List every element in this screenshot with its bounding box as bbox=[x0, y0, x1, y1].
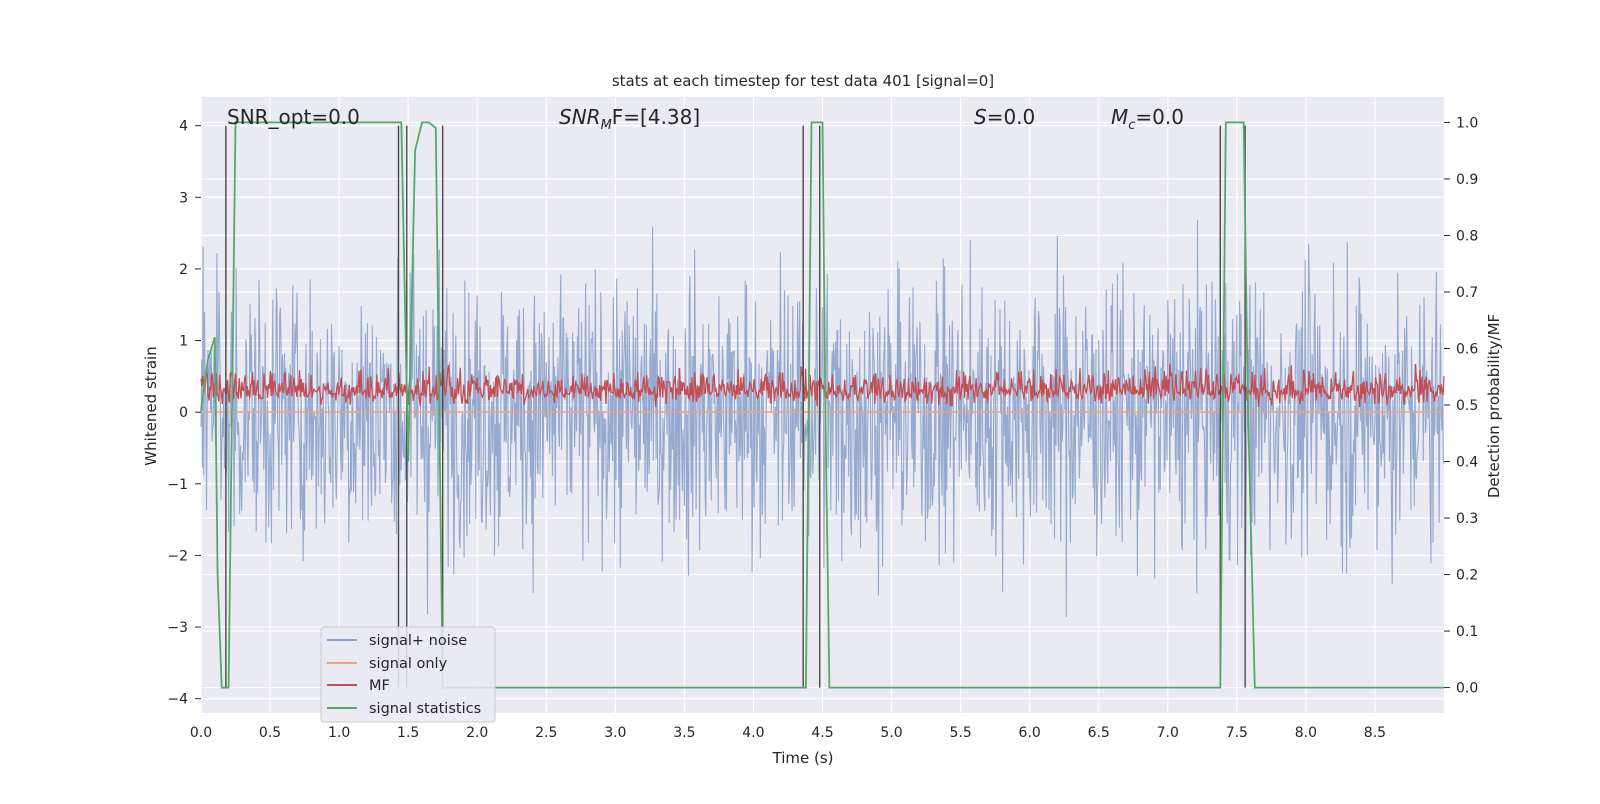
legend-label-signal-only: signal only bbox=[369, 656, 448, 672]
y-axis-right-label: Detection probability/MF bbox=[1485, 314, 1503, 498]
x-tick-label: 5.0 bbox=[880, 725, 902, 741]
legend-label-mf: MF bbox=[369, 678, 390, 694]
y-right-tick-label: 0.9 bbox=[1456, 172, 1478, 188]
x-tick-label: 3.0 bbox=[604, 725, 626, 741]
annotation-snr-opt: SNR_opt=0.0 bbox=[227, 105, 360, 129]
y-left-tick-label: 4 bbox=[179, 119, 188, 135]
annotation-snr-mf-sub: M bbox=[601, 118, 612, 133]
x-tick-label: 1.5 bbox=[397, 725, 419, 741]
mf-line bbox=[200, 363, 1445, 408]
x-tick-label: 4.0 bbox=[742, 725, 764, 741]
y-left-tick-label: −2 bbox=[167, 548, 188, 564]
annotation-mc-base: M bbox=[1111, 105, 1128, 129]
y-right-tick-label: 1.0 bbox=[1456, 115, 1478, 131]
x-tick-label: 5.5 bbox=[949, 725, 971, 741]
y-left-tick-label: 0 bbox=[179, 405, 188, 421]
legend-box bbox=[320, 626, 496, 723]
chart-title: stats at each timestep for test data 401… bbox=[612, 72, 994, 90]
y-axis-right-ticks: 0.0 0.1 0.2 0.3 0.4 0.5 0.6 0.7 0.8 0.9 1.0 bbox=[1444, 115, 1478, 697]
x-axis-ticks: 0.0 0.5 1.0 1.5 2.0 2.5 3.0 3.5 4.0 4.5 5.0 5.5 6.0 6… bbox=[190, 725, 1386, 741]
annotation-mc-tail: =0.0 bbox=[1135, 105, 1184, 129]
y-right-tick-label: 0.1 bbox=[1456, 624, 1478, 640]
y-right-tick-label: 0.3 bbox=[1456, 511, 1478, 527]
grid-lines bbox=[200, 97, 1444, 713]
annotation-mc-sub: c bbox=[1128, 118, 1135, 133]
annotation-s: S=0.0 bbox=[974, 105, 1035, 129]
annotation-snr-mf-tail: F=[4.38] bbox=[612, 105, 700, 129]
y-left-tick-label: 3 bbox=[179, 190, 188, 206]
mf-series bbox=[200, 363, 1445, 408]
x-tick-label: 2.5 bbox=[535, 725, 557, 741]
legend: signal+ noise signal only MF signal stat… bbox=[320, 626, 496, 723]
y-right-tick-label: 0.6 bbox=[1456, 341, 1478, 357]
y-right-tick-label: 0.8 bbox=[1456, 228, 1478, 244]
y-right-tick-label: 0.0 bbox=[1456, 681, 1478, 697]
y-left-tick-label: 2 bbox=[179, 262, 188, 278]
annotation-snr-mf-base: SNR bbox=[559, 105, 601, 129]
y-left-tick-label: 1 bbox=[179, 334, 188, 350]
y-left-tick-label: −1 bbox=[167, 477, 188, 493]
y-right-tick-label: 0.2 bbox=[1456, 568, 1478, 584]
y-axis-left-label: Whitened strain bbox=[142, 346, 160, 465]
x-tick-label: 1.0 bbox=[328, 725, 350, 741]
x-tick-label: 3.5 bbox=[673, 725, 695, 741]
x-tick-label: 7.0 bbox=[1157, 725, 1179, 741]
x-tick-label: 8.5 bbox=[1364, 725, 1386, 741]
legend-label-statistics: signal statistics bbox=[369, 701, 481, 717]
x-tick-label: 6.0 bbox=[1019, 725, 1041, 741]
x-tick-label: 8.0 bbox=[1295, 725, 1317, 741]
y-left-tick-label: −3 bbox=[167, 620, 188, 636]
annotation-s-tail: =0.0 bbox=[987, 105, 1036, 129]
x-axis-label: Time (s) bbox=[772, 749, 834, 767]
annotation-snr-mf: SNRMF=[4.38] bbox=[559, 105, 700, 133]
y-axis-left-ticks: −4 −3 −2 −1 0 1 2 3 4 bbox=[167, 119, 201, 708]
y-right-tick-label: 0.7 bbox=[1456, 285, 1478, 301]
legend-label-noise: signal+ noise bbox=[369, 633, 467, 649]
x-tick-label: 4.5 bbox=[811, 725, 833, 741]
x-tick-label: 7.5 bbox=[1226, 725, 1248, 741]
x-tick-label: 2.0 bbox=[466, 725, 488, 741]
y-left-tick-label: −4 bbox=[167, 692, 188, 708]
annotation-mc: Mc=0.0 bbox=[1111, 105, 1184, 133]
y-right-tick-label: 0.5 bbox=[1456, 398, 1478, 414]
x-tick-label: 0.0 bbox=[190, 725, 212, 741]
x-tick-label: 0.5 bbox=[259, 725, 281, 741]
annotation-s-base: S bbox=[974, 105, 987, 129]
x-tick-label: 6.5 bbox=[1088, 725, 1110, 741]
y-right-tick-label: 0.4 bbox=[1456, 455, 1478, 471]
